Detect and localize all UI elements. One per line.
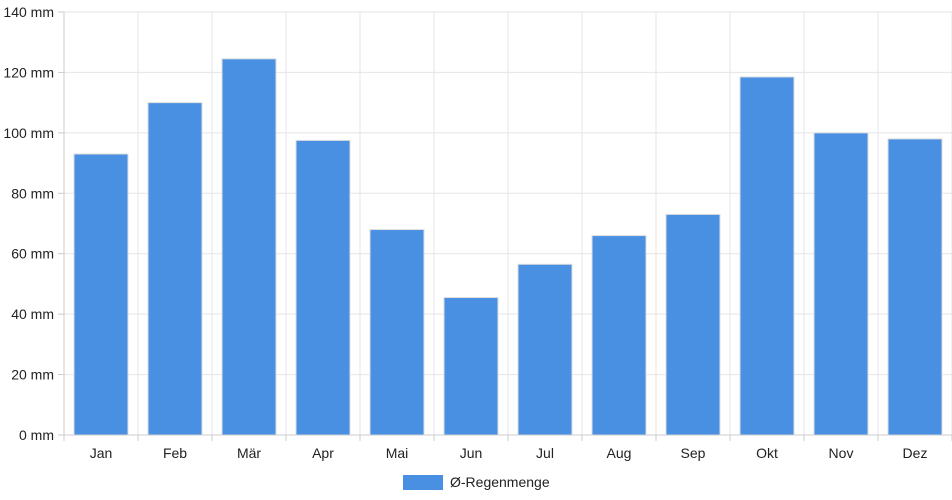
bar-jun[interactable] — [443, 297, 499, 436]
legend-swatch — [403, 475, 443, 490]
x-tick-label: Feb — [163, 445, 187, 461]
x-axis-ticks: Jan Feb Mär Apr Mai Jun Jul Aug Sep Okt Nov Dez — [90, 445, 928, 461]
x-tick-label: Mai — [386, 445, 409, 461]
bar-okt[interactable] — [739, 76, 795, 436]
x-tick-label: Aug — [607, 445, 632, 461]
x-tick-label: Jun — [460, 445, 483, 461]
bars — [73, 58, 943, 436]
bar-feb[interactable] — [147, 102, 203, 436]
y-tick-label: 120 mm — [3, 64, 54, 80]
legend[interactable]: Ø-Regenmenge — [403, 474, 550, 490]
x-tick-label: Jan — [90, 445, 113, 461]
x-tick-label: Nov — [829, 445, 854, 461]
y-tick-label: 40 mm — [11, 306, 54, 322]
y-tick-label: 140 mm — [3, 4, 54, 20]
x-tick-label: Jul — [536, 445, 554, 461]
grid-lines — [63, 11, 952, 436]
bar-aug[interactable] — [591, 235, 647, 436]
x-tick-label: Okt — [756, 445, 778, 461]
bar-dez[interactable] — [887, 138, 943, 436]
y-axis-ticks: 0 mm 20 mm 40 mm 60 mm 80 mm 100 mm 120 mm 140 … — [3, 4, 54, 443]
y-tick-label: 80 mm — [11, 185, 54, 201]
y-tick-label: 100 mm — [3, 125, 54, 141]
legend-label: Ø-Regenmenge — [450, 474, 550, 490]
bar-jul[interactable] — [517, 263, 573, 436]
x-tick-label: Sep — [681, 445, 706, 461]
bar-jan[interactable] — [73, 153, 129, 436]
axes — [58, 11, 952, 441]
y-tick-label: 0 mm — [19, 427, 54, 443]
bar-sep[interactable] — [665, 213, 721, 436]
bar-nov[interactable] — [813, 132, 869, 436]
bar-mai[interactable] — [369, 229, 425, 436]
x-tick-label: Mär — [237, 445, 261, 461]
bar-mär[interactable] — [221, 58, 277, 436]
y-tick-label: 20 mm — [11, 367, 54, 383]
x-tick-label: Apr — [312, 445, 334, 461]
y-tick-label: 60 mm — [11, 246, 54, 262]
bar-apr[interactable] — [295, 139, 351, 436]
x-tick-label: Dez — [903, 445, 928, 461]
